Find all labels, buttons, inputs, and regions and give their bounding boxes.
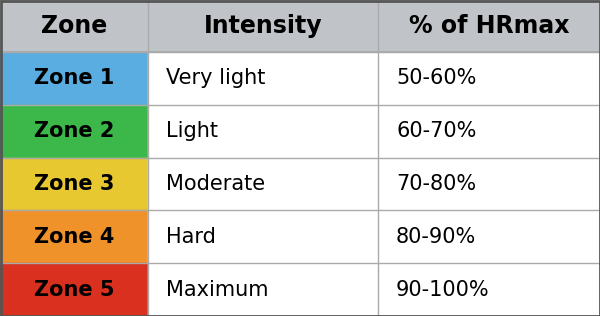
Text: 80-90%: 80-90% [396,227,476,247]
Bar [148,158,600,210]
Bar [0,263,148,316]
Text: 90-100%: 90-100% [396,280,490,300]
Text: 50-60%: 50-60% [396,68,476,88]
Text: Hard: Hard [166,227,216,247]
Bar [0,210,148,263]
Text: Moderate: Moderate [166,174,265,194]
Text: Very light: Very light [166,68,265,88]
Text: % of HRmax: % of HRmax [409,14,569,38]
Bar [0,52,148,105]
Text: Zone: Zone [41,14,107,38]
Bar [148,210,600,263]
Bar [0,158,148,210]
Text: Zone 3: Zone 3 [34,174,114,194]
Bar [148,105,600,158]
Text: 60-70%: 60-70% [396,121,476,141]
Bar [0,105,148,158]
Text: Zone 5: Zone 5 [34,280,114,300]
Text: Zone 1: Zone 1 [34,68,114,88]
Text: Zone 4: Zone 4 [34,227,114,247]
Text: Maximum: Maximum [166,280,269,300]
Text: 70-80%: 70-80% [396,174,476,194]
Text: Zone 2: Zone 2 [34,121,114,141]
Text: Light: Light [166,121,218,141]
Bar [148,263,600,316]
Text: Intensity: Intensity [203,14,322,38]
Bar [0,0,600,52]
Bar [148,52,600,105]
